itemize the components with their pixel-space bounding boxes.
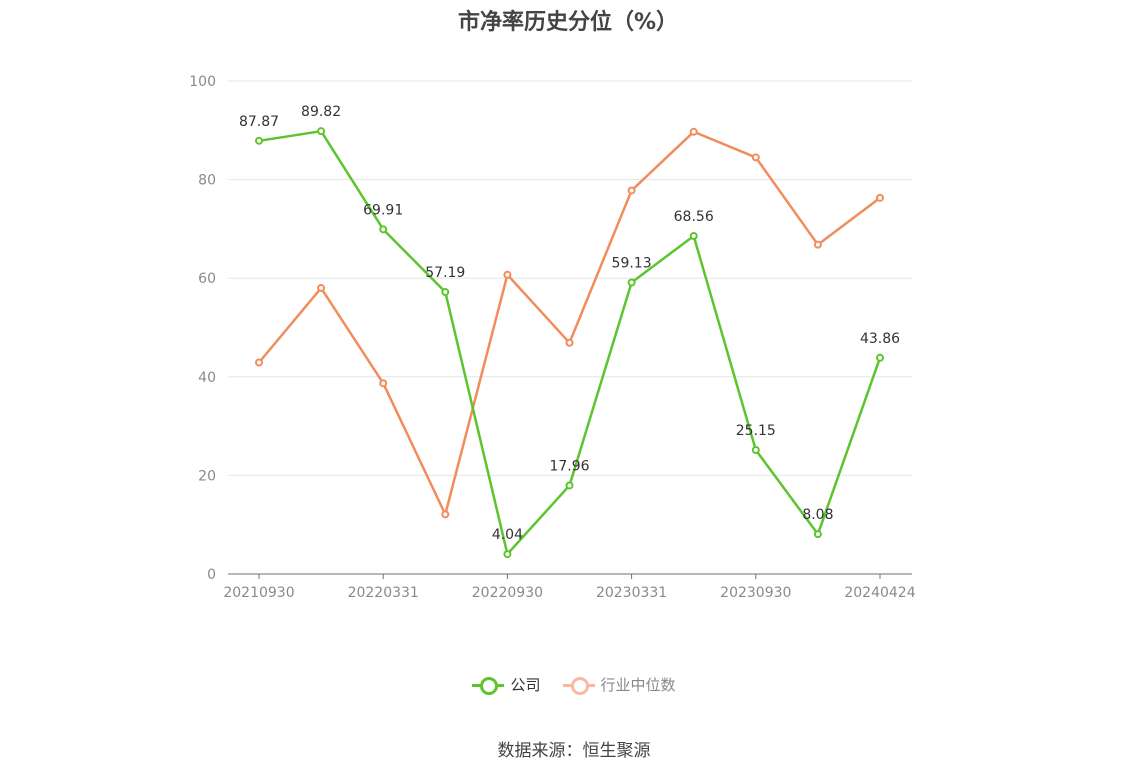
line-chart: 0 20 40 60 80 100 20210930 20220331 20220930 2023… [189,74,915,601]
x-tick-label: 20210930 [223,585,294,601]
data-point [689,127,698,136]
data-point [751,446,760,455]
x-tick-label: 20220331 [348,585,419,601]
data-label: 25.15 [736,423,776,439]
data-point [255,136,263,145]
data-point [379,379,388,388]
data-point [255,358,263,367]
data-label: 57.19 [425,265,465,281]
data-point [627,278,636,287]
y-tick-label: 40 [198,370,216,386]
data-label: 43.86 [860,331,900,347]
data-source: 数据来源：恒生聚源 [497,741,651,761]
legend-industry-median-marker [562,675,595,695]
data-point [317,284,326,293]
legend: 公司 行业中位数 [0,674,1148,695]
data-label: 89.82 [301,104,341,120]
data-point [441,510,450,519]
legend-item-company[interactable]: 公司 [472,674,541,695]
data-point [813,240,822,249]
axes: 0 20 40 60 80 100 20210930 20220331 20220930 2023… [189,74,915,601]
y-tick-label: 0 [207,567,216,583]
y-tick-label: 100 [189,74,216,90]
x-tick-label: 20230331 [596,585,667,601]
y-tick-label: 60 [198,271,216,287]
legend-company-label: 公司 [510,676,541,694]
grid-lines [228,80,912,476]
y-tick-label: 20 [198,468,216,484]
y-tick-label: 80 [198,173,216,189]
data-label: 87.87 [239,114,279,130]
series-points [255,127,884,559]
data-point [876,353,884,362]
data-label: 68.56 [674,209,714,225]
data-point [441,288,450,297]
data-label: 17.96 [549,458,589,474]
data-label: 59.13 [612,255,652,271]
data-point [503,270,512,279]
data-point [876,193,884,202]
legend-company-marker [472,675,505,695]
data-label: 69.91 [363,202,403,218]
data-point [379,225,388,234]
legend-item-industry-median[interactable]: 行业中位数 [562,674,676,695]
data-point [565,338,574,347]
data-point [627,186,636,195]
legend-industry-median-label: 行业中位数 [600,676,676,694]
chart-title: 市净率历史分位（%） [457,10,679,35]
x-tick-label: 20220930 [472,585,543,601]
x-tick-label: 20230930 [720,585,791,601]
data-point [813,530,822,539]
data-point [689,231,698,240]
x-tick-label: 20240424 [844,585,915,601]
data-label: 4.04 [492,527,523,543]
data-point [317,127,326,136]
data-label: 8.08 [802,507,833,523]
data-labels: 87.87 89.82 69.91 57.19 4.04 17.96 59.13 68.56 2… [239,104,900,543]
data-point [751,153,760,162]
data-point [565,481,574,490]
data-point [503,550,512,559]
series-line-industry-median [258,130,881,516]
